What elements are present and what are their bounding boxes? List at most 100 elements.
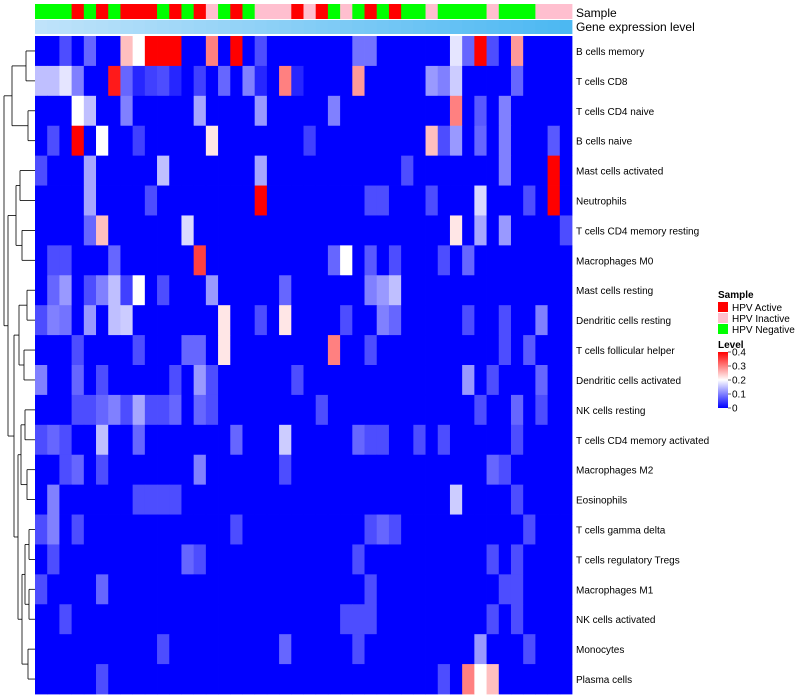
heatmap-cell bbox=[510, 65, 524, 97]
heatmap-cell bbox=[144, 65, 158, 97]
heatmap-cell bbox=[437, 155, 451, 186]
heatmap-cell bbox=[254, 185, 268, 216]
heatmap-cell bbox=[510, 574, 524, 605]
sample-annotation-cell bbox=[401, 4, 414, 19]
heatmap-cell bbox=[132, 185, 146, 216]
heatmap-cell bbox=[205, 664, 219, 695]
heatmap-cell bbox=[498, 65, 512, 97]
heatmap-cell bbox=[340, 305, 353, 336]
heatmap-cell bbox=[364, 454, 378, 486]
heatmap-cell bbox=[498, 215, 512, 246]
heatmap-cell bbox=[96, 514, 109, 545]
level-colorbar bbox=[718, 352, 728, 408]
sample-annotation-cell bbox=[291, 4, 304, 19]
heatmap-cell bbox=[193, 245, 207, 276]
heatmap-cell bbox=[303, 514, 317, 545]
heatmap-cell bbox=[535, 544, 548, 575]
heatmap-cell bbox=[547, 604, 561, 635]
heatmap-cell bbox=[230, 215, 243, 246]
heatmap-cell bbox=[303, 275, 317, 306]
heatmap-cell bbox=[523, 454, 536, 486]
heatmap-cell bbox=[462, 65, 475, 97]
heatmap-cell bbox=[205, 305, 219, 336]
heatmap-cell bbox=[547, 65, 561, 97]
heatmap-cell bbox=[340, 454, 353, 486]
gene-expression-cell bbox=[96, 20, 109, 34]
heatmap-cell bbox=[413, 394, 426, 426]
heatmap-cell bbox=[364, 394, 378, 426]
gene-expression-cell bbox=[510, 20, 524, 34]
heatmap-cell bbox=[547, 454, 561, 486]
heatmap-cell bbox=[96, 484, 109, 515]
row-label: Neutrophils bbox=[576, 197, 627, 208]
heatmap-cell bbox=[462, 245, 475, 276]
heatmap-cell bbox=[254, 574, 268, 605]
level-tick-label: 0.2 bbox=[732, 376, 746, 387]
sample-annotation-cell bbox=[59, 4, 73, 19]
heatmap-cell bbox=[340, 604, 353, 635]
sample-annotation-cell bbox=[242, 4, 256, 19]
heatmap-cell bbox=[437, 574, 451, 605]
heatmap-cell bbox=[47, 65, 60, 97]
heatmap-cell bbox=[71, 95, 85, 127]
heatmap-cell bbox=[120, 365, 134, 396]
heatmap-cell bbox=[498, 185, 512, 216]
heatmap-cell bbox=[47, 335, 60, 366]
heatmap-cell bbox=[169, 215, 182, 246]
heatmap-cell bbox=[352, 155, 365, 186]
heatmap-cell bbox=[388, 65, 402, 97]
heatmap-cell bbox=[35, 604, 48, 635]
heatmap-cell bbox=[157, 185, 170, 216]
heatmap-cell bbox=[291, 95, 304, 127]
heatmap-cell bbox=[205, 574, 219, 605]
heatmap-cell bbox=[474, 664, 487, 695]
heatmap-cell bbox=[437, 544, 451, 575]
heatmap-cell bbox=[547, 574, 561, 605]
heatmap-cell bbox=[230, 454, 243, 486]
row-label: Macrophages M2 bbox=[576, 466, 654, 477]
sample-annotation-cell bbox=[47, 4, 60, 19]
heatmap-cell bbox=[254, 514, 268, 545]
heatmap-cell bbox=[47, 215, 60, 246]
heatmap-cell bbox=[303, 185, 317, 216]
heatmap-cell bbox=[35, 484, 48, 515]
heatmap-cell bbox=[388, 125, 402, 157]
heatmap-cell bbox=[376, 514, 390, 545]
heatmap-cell bbox=[144, 574, 158, 605]
heatmap-cell bbox=[364, 95, 378, 127]
gene-expression-cell bbox=[230, 20, 243, 34]
heatmap-cell bbox=[193, 544, 207, 575]
heatmap-cell bbox=[279, 544, 292, 575]
heatmap-cell bbox=[340, 365, 353, 396]
heatmap-cell bbox=[96, 335, 109, 366]
heatmap-cell bbox=[535, 155, 548, 186]
gene-expression-cell bbox=[193, 20, 207, 34]
gene-expression-cell bbox=[83, 20, 97, 34]
row-label: Mast cells activated bbox=[576, 167, 663, 178]
heatmap-cell bbox=[352, 574, 365, 605]
heatmap-cell bbox=[327, 514, 341, 545]
heatmap-cell bbox=[498, 454, 512, 486]
heatmap-cell bbox=[401, 394, 414, 426]
sample-annotation-track bbox=[35, 4, 573, 19]
heatmap-cell bbox=[474, 484, 487, 515]
heatmap-cell bbox=[254, 365, 268, 396]
heatmap-cell bbox=[303, 125, 317, 157]
heatmap-cell bbox=[144, 155, 158, 186]
heatmap-cell bbox=[218, 155, 231, 186]
heatmap-cell bbox=[108, 514, 121, 545]
heatmap-cell bbox=[486, 305, 500, 336]
heatmap-cell bbox=[47, 634, 60, 665]
heatmap-cell bbox=[218, 514, 231, 545]
heatmap-cell bbox=[498, 664, 512, 695]
heatmap-cell bbox=[376, 215, 390, 246]
heatmap-cell bbox=[547, 95, 561, 127]
heatmap-cell bbox=[242, 185, 256, 216]
heatmap-cell bbox=[35, 454, 48, 486]
heatmap-cell bbox=[510, 634, 524, 665]
heatmap-cell bbox=[193, 514, 207, 545]
gene-expression-cell bbox=[205, 20, 219, 34]
heatmap-cell bbox=[486, 574, 500, 605]
row-label: T cells regulatory Tregs bbox=[576, 555, 680, 566]
heatmap-cell bbox=[291, 215, 304, 246]
